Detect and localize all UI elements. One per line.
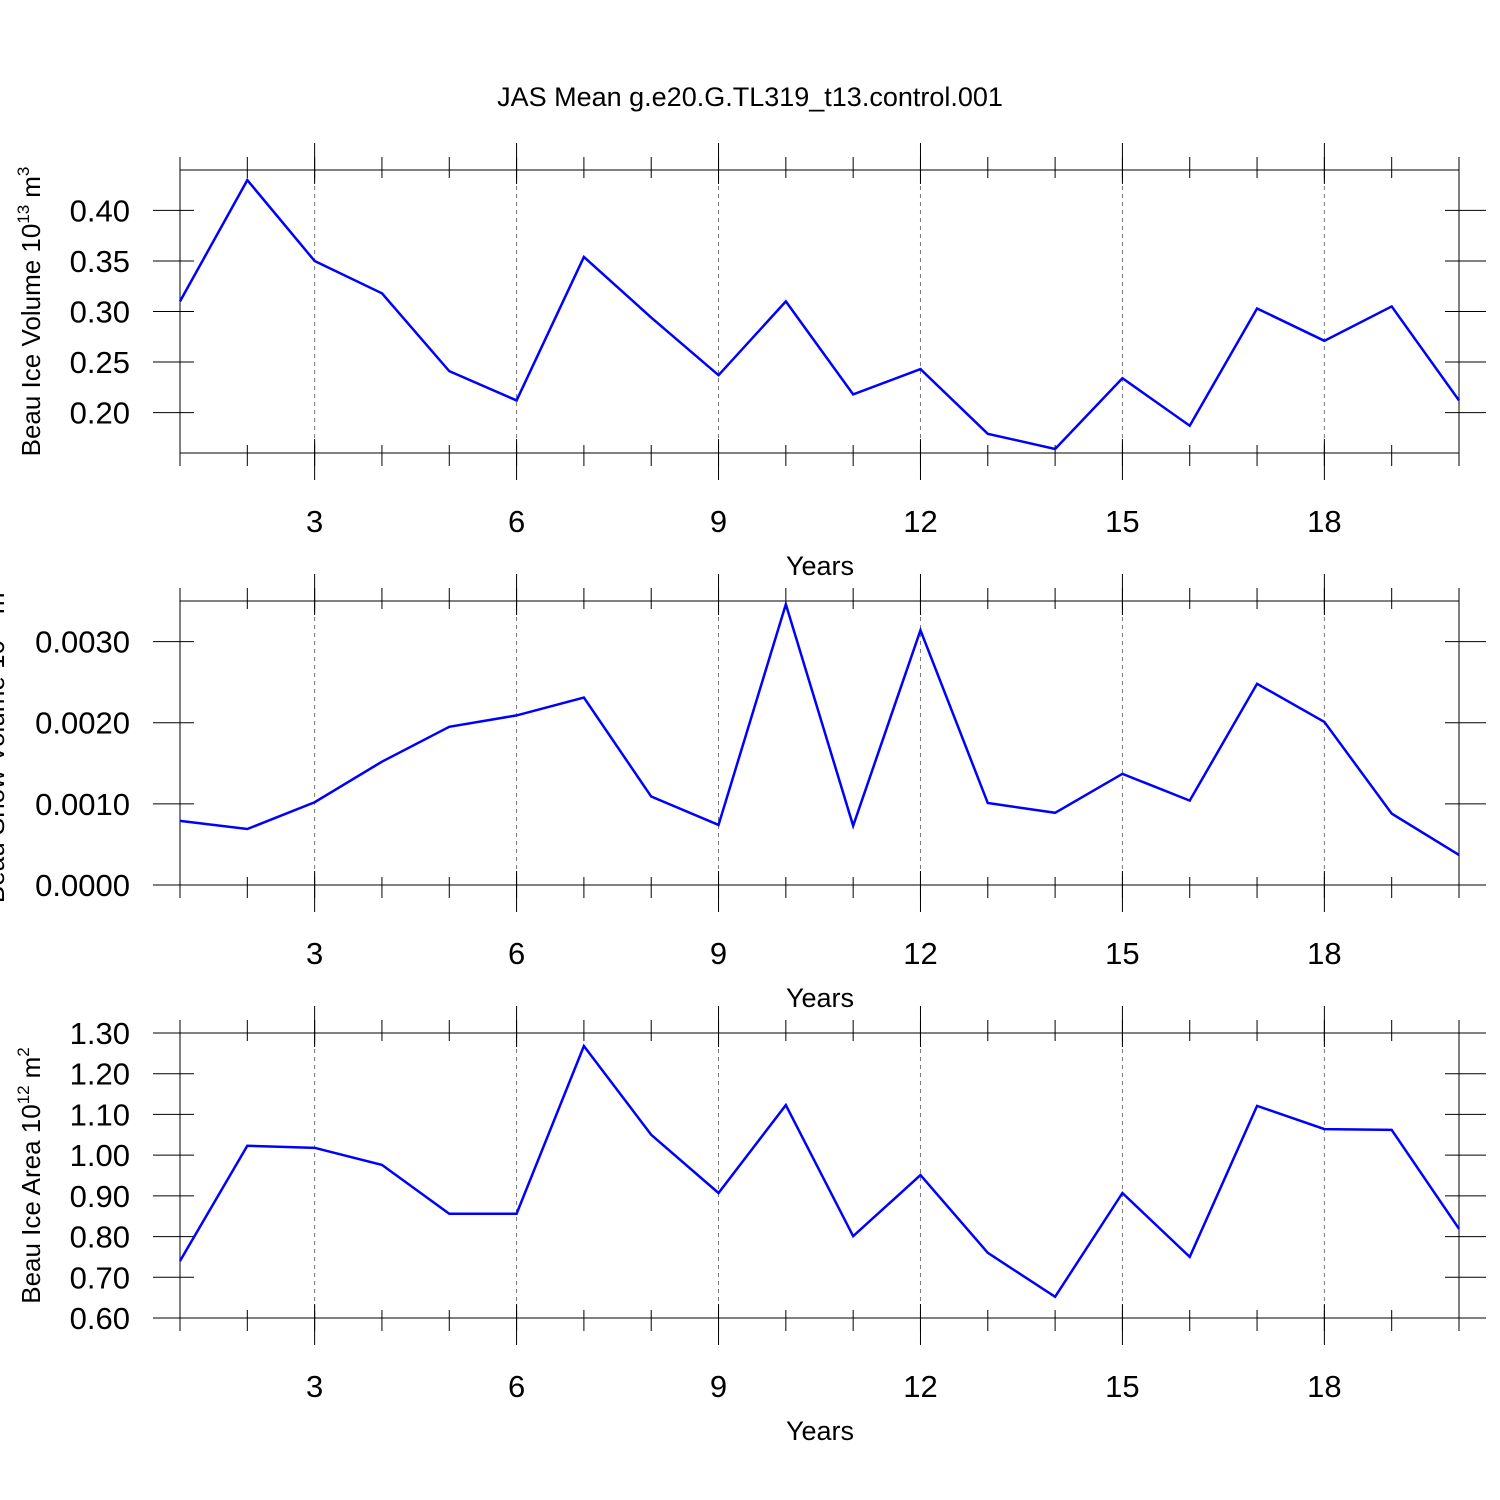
y-axis-label: Beau Ice Area 1012 m2	[14, 1047, 46, 1304]
y-tick-label: 0.0010	[35, 787, 130, 822]
x-tick-label: 12	[903, 504, 937, 539]
y-tick-label: 0.30	[70, 295, 130, 330]
x-tick-label: 3	[306, 1369, 323, 1404]
x-tick-label: 6	[508, 936, 525, 971]
x-tick-label: 15	[1105, 1369, 1139, 1404]
y-tick-label: 1.20	[70, 1057, 130, 1092]
x-tick-label: 6	[508, 1369, 525, 1404]
y-axis-label: Beau Snow Volume 1013m3	[0, 583, 10, 903]
y-axis-label-unit-exponent: 3	[14, 167, 33, 176]
y-tick-label: 0.25	[70, 345, 130, 380]
y-tick-label: 1.10	[70, 1097, 130, 1132]
x-tick-label: 9	[710, 936, 727, 971]
y-tick-label: 0.0020	[35, 706, 130, 741]
y-axis-label-exponent: 13	[14, 205, 33, 224]
y-tick-label: 0.20	[70, 396, 130, 431]
x-axis-label: Years	[786, 551, 854, 581]
chart-title: JAS Mean g.e20.G.TL319_t13.control.001	[497, 82, 1003, 112]
y-tick-label: 0.0000	[35, 868, 130, 903]
x-tick-label: 12	[903, 1369, 937, 1404]
x-tick-label: 6	[508, 504, 525, 539]
data-line	[178, 177, 1461, 451]
y-axis-label-exponent: 12	[14, 1085, 33, 1104]
y-tick-label: 0.70	[70, 1260, 130, 1295]
x-tick-label: 9	[710, 504, 727, 539]
x-tick-label: 15	[1105, 504, 1139, 539]
y-tick-label: 0.35	[70, 244, 130, 279]
x-tick-label: 9	[710, 1369, 727, 1404]
y-axis-label-text: Beau Ice Volume 10	[16, 224, 46, 457]
plot-frame	[179, 600, 1460, 886]
y-tick-label: 0.60	[70, 1301, 130, 1336]
x-tick-label: 18	[1307, 936, 1341, 971]
x-axis-label: Years	[786, 983, 854, 1013]
x-tick-label: 3	[306, 936, 323, 971]
data-line	[179, 599, 1460, 857]
y-tick-label: 0.80	[70, 1220, 130, 1255]
x-axis-label: Years	[786, 1416, 854, 1446]
y-tick-label: 0.40	[70, 193, 130, 228]
y-axis-label-unit: m	[16, 1057, 46, 1079]
y-axis-label-unit: m	[16, 176, 46, 198]
data-line	[178, 1043, 1461, 1299]
y-axis-label-unit-exponent: 2	[14, 1047, 33, 1056]
y-axis-label-text: Beau Ice Area 10	[16, 1104, 46, 1303]
plot-frame	[179, 1032, 1460, 1319]
y-axis-label: Beau Ice Volume 1013 m3	[14, 167, 46, 457]
x-tick-label: 3	[306, 504, 323, 539]
x-tick-label: 12	[903, 936, 937, 971]
y-axis-label-unit: m	[0, 592, 10, 614]
y-tick-label: 0.90	[70, 1179, 130, 1214]
x-tick-label: 18	[1307, 504, 1341, 539]
x-tick-label: 15	[1105, 936, 1139, 971]
y-tick-label: 1.30	[70, 1016, 130, 1051]
plot-frame	[179, 169, 1460, 454]
x-tick-label: 18	[1307, 1369, 1341, 1404]
y-axis-label-text: Beau Snow Volume 10	[0, 640, 10, 903]
y-tick-label: 1.00	[70, 1138, 130, 1173]
y-tick-label: 0.0030	[35, 625, 130, 660]
